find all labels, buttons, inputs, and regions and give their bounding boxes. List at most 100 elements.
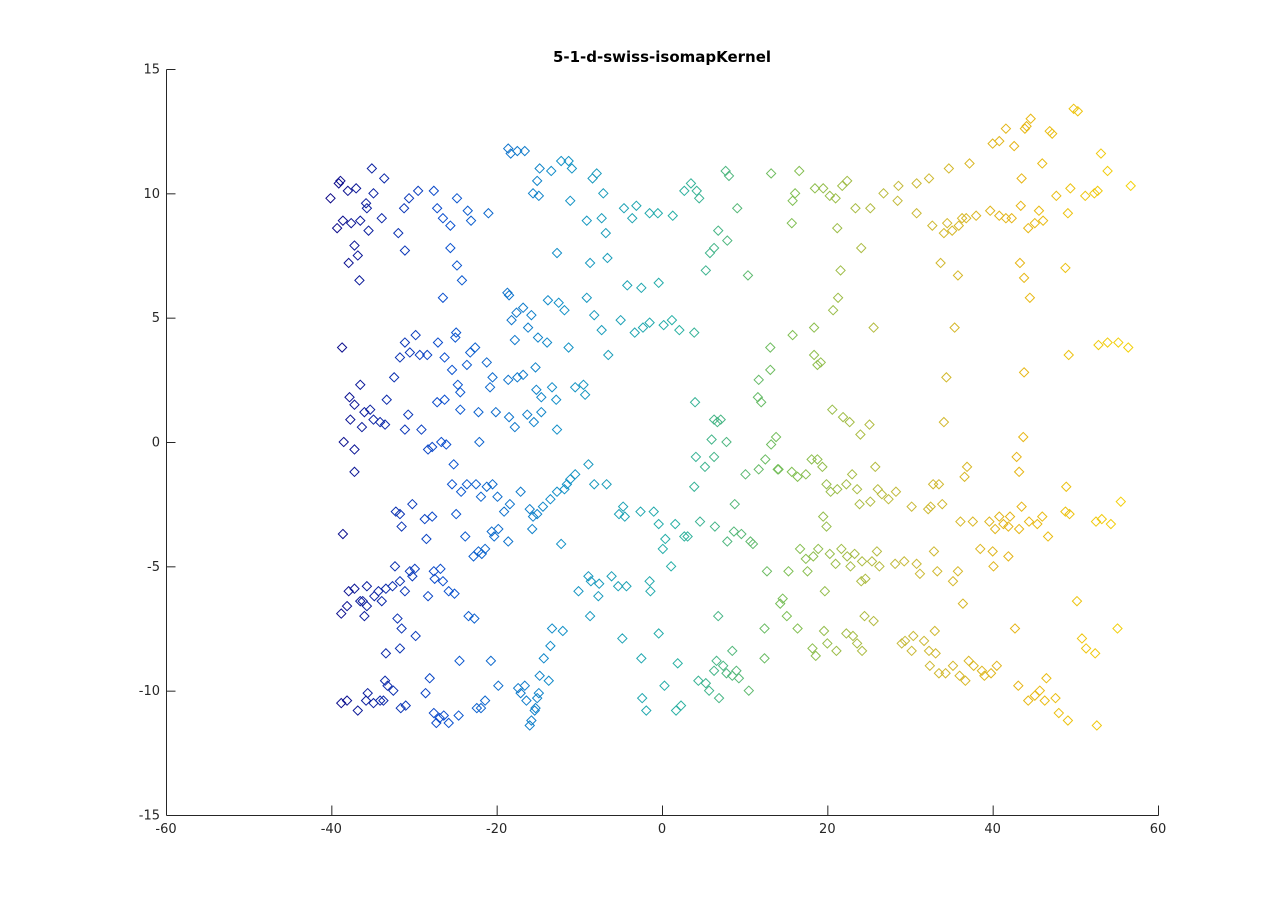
scatter-point (431, 202, 443, 214)
scatter-point (509, 421, 521, 433)
scatter-point (1019, 123, 1031, 134)
scatter-point (667, 210, 679, 222)
scatter-point (824, 548, 836, 560)
scatter-point (1090, 516, 1102, 527)
scatter-point (528, 416, 540, 428)
y-tick-label: -5 (147, 560, 160, 575)
scatter-point (1022, 222, 1034, 234)
scatter-point (454, 655, 465, 667)
scatter-point (694, 516, 706, 527)
scatter-point (533, 687, 545, 699)
scatter-point (422, 444, 434, 455)
scatter-point (619, 511, 631, 522)
scatter-point (851, 483, 863, 495)
scatter-point (855, 242, 867, 254)
scatter-point (691, 185, 703, 197)
scatter-point (742, 270, 754, 281)
y-tick-label: -15 (139, 809, 160, 824)
scatter-point (960, 212, 972, 224)
scatter-point (1076, 633, 1088, 644)
scatter-point (601, 478, 612, 490)
scatter-point (629, 327, 641, 338)
scatter-point (689, 396, 701, 408)
scatter-point (459, 531, 471, 542)
scatter-point (435, 436, 447, 448)
scatter-point (402, 409, 414, 420)
scatter-point (399, 585, 411, 597)
scatter-point (388, 372, 400, 383)
scatter-point (504, 498, 516, 510)
scatter-point (532, 332, 544, 343)
scatter-point (925, 501, 936, 512)
scatter-point (976, 665, 988, 677)
scatter-point (379, 419, 391, 430)
scatter-point (535, 391, 547, 403)
scatter-point (531, 508, 543, 520)
scatter-point (789, 188, 801, 199)
scatter-point (837, 411, 849, 423)
scatter-point (526, 715, 537, 726)
scatter-point (453, 710, 464, 721)
scatter-point (428, 565, 440, 577)
scatter-point (1018, 272, 1030, 284)
scatter-point (1029, 217, 1041, 229)
scatter-point (392, 227, 404, 239)
scatter-point (612, 580, 624, 592)
scatter-point (422, 590, 434, 602)
scatter-point (490, 406, 502, 418)
scatter-point (479, 543, 491, 555)
scatter-point (989, 523, 1001, 535)
scatter-point (637, 322, 649, 333)
scatter-point (810, 650, 822, 662)
scatter-point (395, 702, 407, 714)
scatter-point (666, 314, 678, 326)
scatter-point (928, 546, 940, 557)
scatter-point (759, 653, 770, 664)
scatter-point (545, 493, 556, 505)
scatter-point (728, 526, 740, 537)
scatter-point (416, 424, 427, 435)
scatter-point (451, 260, 463, 271)
scatter-point (708, 242, 720, 254)
scatter-point (553, 297, 564, 309)
scatter-point (970, 210, 982, 222)
scatter-point (984, 205, 996, 217)
y-ticks: -15 -10 -5 0 5 10 15 (139, 63, 176, 824)
scatter-point (819, 585, 831, 597)
scatter-point (527, 511, 539, 522)
scatter-point (399, 245, 411, 256)
scatter-point (968, 660, 979, 672)
scatter-point (700, 677, 712, 689)
scatter-point (502, 374, 514, 386)
scatter-point (437, 575, 449, 587)
x-tick-label: -20 (486, 822, 507, 837)
scatter-point (403, 192, 415, 204)
scatter-point (836, 543, 847, 555)
scatter-point (426, 441, 438, 453)
scatter-point (515, 687, 526, 699)
scatter-point (841, 628, 852, 639)
scatter-point (943, 163, 955, 174)
scatter-point (440, 439, 452, 450)
scatter-point (511, 307, 522, 319)
scatter-point (636, 653, 647, 664)
scatter-point (1041, 672, 1052, 684)
scatter-point (563, 155, 574, 167)
scatter-point (468, 551, 479, 562)
scatter-point (337, 215, 349, 226)
scatter-point (461, 359, 473, 371)
scatter-point (471, 702, 483, 714)
scatter-point (712, 416, 723, 428)
scatter-point (869, 461, 881, 473)
scatter-point (394, 352, 406, 363)
scatter-point (446, 364, 458, 376)
scatter-point (658, 319, 669, 331)
scatter-point (721, 536, 733, 547)
scatter-point (387, 580, 398, 592)
scatter-point (550, 394, 562, 406)
scatter-point (479, 695, 491, 706)
scatter-point (868, 322, 879, 333)
scatter-point (349, 466, 360, 478)
scatter-point (600, 227, 612, 239)
scatter-point (712, 610, 724, 622)
